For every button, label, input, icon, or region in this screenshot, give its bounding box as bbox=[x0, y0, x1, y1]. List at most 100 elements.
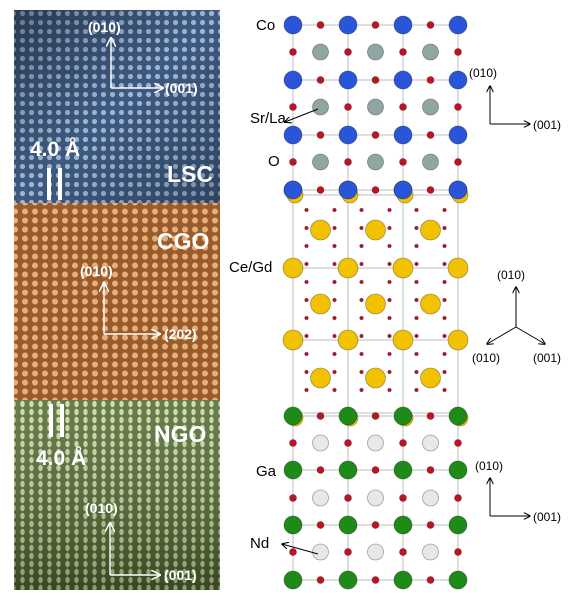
co-atom bbox=[283, 15, 303, 35]
o-atom bbox=[359, 207, 364, 213]
axes-middle-left-label: (010) bbox=[472, 351, 500, 365]
ce-gd-atom bbox=[310, 219, 331, 241]
o-atom bbox=[332, 351, 337, 357]
o-atom bbox=[332, 369, 337, 375]
o-atom bbox=[442, 315, 447, 321]
co-atom bbox=[393, 70, 413, 90]
o-atom bbox=[332, 297, 337, 303]
sr-la-atom bbox=[422, 43, 439, 61]
co-atom bbox=[283, 70, 303, 90]
ga-atom bbox=[393, 406, 413, 426]
o-atom bbox=[344, 158, 352, 166]
o-atom bbox=[414, 207, 419, 213]
co-atom bbox=[448, 15, 468, 35]
o-atom bbox=[387, 351, 392, 357]
o-atom bbox=[304, 315, 309, 321]
nd-atom-label: Nd bbox=[250, 535, 269, 552]
o-atom bbox=[371, 412, 380, 420]
axes-bottom: (010) (001) bbox=[475, 459, 561, 524]
cgo-axis-up-label: (010) bbox=[80, 263, 113, 279]
sr-la-atom bbox=[367, 153, 384, 171]
axes-top-up-label: (010) bbox=[469, 66, 497, 80]
o-atom bbox=[359, 297, 364, 303]
o-atom bbox=[399, 548, 407, 556]
ga-atom bbox=[393, 460, 413, 480]
co-atom bbox=[338, 15, 358, 35]
o-atom bbox=[332, 279, 337, 285]
cgo-axes: (010) (202) bbox=[80, 263, 197, 342]
o-atom bbox=[332, 315, 337, 321]
o-atom bbox=[454, 548, 462, 556]
o-atom bbox=[304, 207, 309, 213]
o-atom bbox=[289, 548, 297, 556]
o-atom bbox=[454, 439, 462, 447]
o-atom bbox=[344, 103, 352, 111]
o-atom bbox=[344, 48, 352, 56]
nd-atom bbox=[367, 434, 384, 452]
nd-pointer bbox=[282, 544, 319, 555]
co-atom bbox=[393, 180, 413, 200]
co-atom bbox=[393, 125, 413, 145]
o-atom bbox=[371, 131, 380, 139]
o-atom bbox=[304, 279, 309, 285]
o-atom bbox=[332, 261, 337, 267]
o-atom bbox=[426, 412, 435, 420]
o-atom bbox=[426, 576, 435, 584]
sr-la-atom bbox=[367, 98, 384, 116]
o-atom bbox=[399, 439, 407, 447]
o-atom bbox=[304, 261, 309, 267]
cgo-region bbox=[14, 203, 220, 400]
ga-atom bbox=[338, 515, 358, 535]
ce-gd-atom bbox=[310, 293, 331, 315]
o-atom bbox=[371, 21, 380, 29]
o-atom bbox=[304, 351, 309, 357]
o-atom bbox=[359, 315, 364, 321]
ce-gd-atom bbox=[310, 367, 331, 389]
spacing-label-top: 4.0 Å bbox=[30, 137, 80, 161]
o-atom bbox=[359, 279, 364, 285]
ga-atom bbox=[448, 515, 468, 535]
lsc-axes: (010) (001) bbox=[88, 19, 198, 96]
o-atom bbox=[304, 333, 309, 339]
o-atom bbox=[359, 333, 364, 339]
o-atom bbox=[316, 521, 325, 529]
crystal-model: Co Sr/La O Ce/Gd Ga Nd (010) (001) (010)… bbox=[229, 15, 561, 590]
o-atom bbox=[387, 333, 392, 339]
o-atom bbox=[387, 207, 392, 213]
o-atom bbox=[332, 207, 337, 213]
o-atom bbox=[304, 225, 309, 231]
o-atom bbox=[426, 131, 435, 139]
spacing-label-bottom: 4.0 Å bbox=[36, 446, 86, 470]
ga-atom bbox=[283, 515, 303, 535]
o-atom bbox=[387, 225, 392, 231]
o-atom bbox=[414, 279, 419, 285]
o-atom bbox=[316, 412, 325, 420]
sr-la-atom bbox=[312, 153, 329, 171]
o-atom bbox=[426, 21, 435, 29]
axes-bottom-up-label: (010) bbox=[475, 459, 503, 473]
ce-gd-atom bbox=[392, 257, 414, 279]
ga-atom bbox=[448, 406, 468, 426]
ngo-axis-up-label: (010) bbox=[85, 500, 118, 516]
o-atom bbox=[332, 333, 337, 339]
o-atom bbox=[371, 466, 380, 474]
ga-atom bbox=[283, 570, 303, 590]
ce-gd-atom bbox=[447, 329, 469, 351]
o-atom bbox=[387, 279, 392, 285]
ce-gd-atom bbox=[337, 257, 359, 279]
ce-gd-atom bbox=[365, 293, 386, 315]
hrtem-image: (010) (001) 4.0 Å LSC CGO (010) (202) NG… bbox=[14, 10, 220, 590]
o-atom bbox=[387, 297, 392, 303]
o-atom bbox=[359, 261, 364, 267]
ce-gd-atom bbox=[365, 219, 386, 241]
o-atom bbox=[399, 103, 407, 111]
lsc-layer-label: LSC bbox=[167, 161, 213, 187]
ga-atom bbox=[338, 570, 358, 590]
ce-gd-atom bbox=[365, 367, 386, 389]
o-atom bbox=[414, 297, 419, 303]
nd-atom bbox=[422, 543, 439, 561]
axes-middle: (010) (010) (001) bbox=[472, 268, 561, 365]
o-atom bbox=[426, 186, 435, 194]
sr-la-atom bbox=[312, 43, 329, 61]
ce-gd-atom bbox=[282, 329, 304, 351]
